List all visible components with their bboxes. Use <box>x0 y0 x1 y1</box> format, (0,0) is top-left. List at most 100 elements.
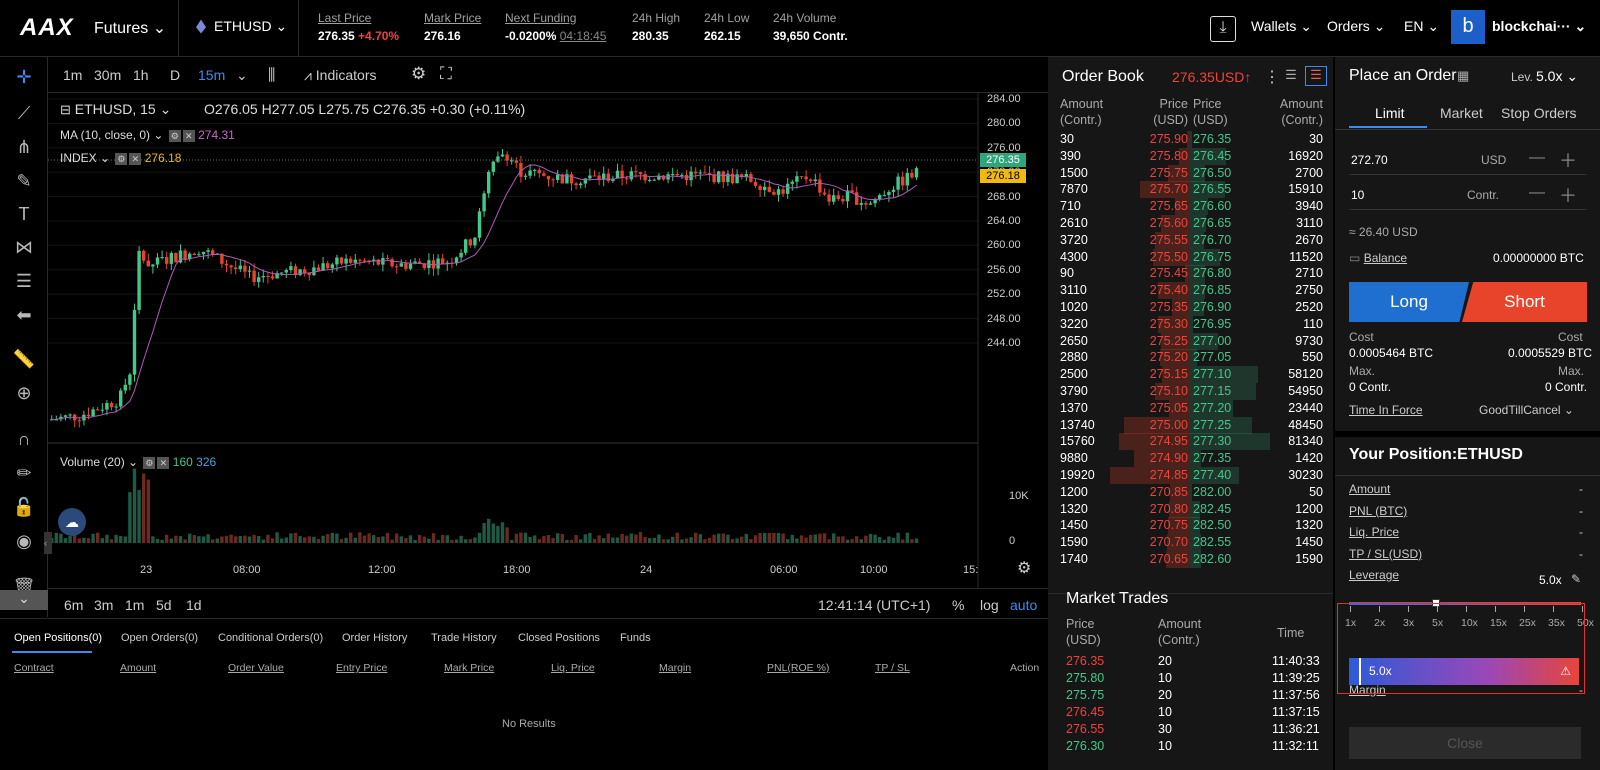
zoom-in-icon[interactable]: ⊕ <box>16 383 32 403</box>
long-button[interactable]: Long <box>1349 282 1469 322</box>
calculator-icon[interactable]: ▦ <box>1457 68 1470 83</box>
log-toggle[interactable]: log <box>980 597 999 613</box>
tab-open-orders[interactable]: Open Orders(0) <box>121 632 199 644</box>
more-options-icon[interactable]: ⋮ <box>1264 69 1280 86</box>
order-book-row[interactable]: 1320 270.80 282.45 1200 <box>1048 500 1333 518</box>
order-book-row[interactable]: 19920 274.85 277.40 30230 <box>1048 467 1333 484</box>
wallets-menu[interactable]: Wallets ⌄ <box>1251 18 1312 34</box>
order-book-row[interactable]: 7870 275.70 276.55 15910 <box>1048 181 1333 199</box>
order-book-row[interactable]: 2650 275.25 277.00 9730 <box>1048 332 1333 350</box>
tab-trade-history[interactable]: Trade History <box>431 632 497 644</box>
short-button[interactable]: Short <box>1462 282 1587 322</box>
auto-toggle[interactable]: auto <box>1010 597 1038 613</box>
arrow-left-icon[interactable]: ⬅ <box>16 305 32 325</box>
order-book-row[interactable]: 2500 275.15 277.10 58120 <box>1048 366 1333 384</box>
order-book-row[interactable]: 1370 275.05 277.20 23440 <box>1048 399 1333 417</box>
order-book-row[interactable]: 1020 275.35 276.90 2520 <box>1048 299 1333 316</box>
edit-leverage-icon[interactable]: ✎ <box>1571 572 1582 586</box>
col-margin[interactable]: Margin <box>659 662 692 674</box>
qty-plus-icon[interactable]: ＋ <box>1559 186 1577 206</box>
price-plus-icon[interactable]: ＋ <box>1559 151 1577 171</box>
measure-lines-icon[interactable]: ☰ <box>15 271 33 291</box>
range-3m[interactable]: 3m <box>94 597 114 613</box>
range-6m[interactable]: 6m <box>64 597 84 613</box>
unlock-icon[interactable]: 🔓 <box>12 497 36 517</box>
tab-order-history[interactable]: Order History <box>342 632 408 644</box>
order-book-row[interactable]: 3720 275.55 276.70 2670 <box>1048 231 1333 249</box>
fib-icon[interactable]: ⋔ <box>16 137 32 157</box>
order-book-row[interactable]: 2880 275.20 277.05 550 <box>1048 349 1333 367</box>
tab-stop-orders[interactable]: Stop Orders <box>1501 105 1577 121</box>
trendline-icon[interactable]: ⟋ <box>17 103 31 123</box>
aax-logo[interactable]: AAX <box>20 14 74 41</box>
collapse-left-icon[interactable]: ‹ <box>44 532 52 554</box>
user-menu[interactable]: blockchai··· ⌄ <box>1492 18 1587 34</box>
indicators-button[interactable]: ⩘ Indicators <box>304 67 377 83</box>
lev-tick-label[interactable]: 25x <box>1519 617 1536 629</box>
lock-draw-icon[interactable]: ✏ <box>16 463 32 483</box>
tab-limit[interactable]: Limit <box>1375 105 1405 121</box>
magnet-icon[interactable]: ∩ <box>17 429 31 449</box>
symbol-selector[interactable]: ETHUSD ⌄ <box>196 18 287 35</box>
index-legend[interactable]: INDEX ⌄ ⚙ ✕ 276.18 <box>60 151 182 165</box>
balance-label[interactable]: ▭ Balance <box>1349 251 1408 265</box>
axis-settings-icon[interactable]: ⚙ <box>1017 560 1032 577</box>
range-1d[interactable]: 1d <box>186 597 202 613</box>
price-input[interactable]: 272.70 USD — ＋ <box>1349 143 1587 175</box>
order-book-row[interactable]: 2610 275.60 276.65 3110 <box>1048 215 1333 232</box>
tab-open-positions[interactable]: Open Positions(0) <box>14 632 103 644</box>
leverage-bar[interactable]: 5.0x ⚠ <box>1349 658 1579 685</box>
col-order-value[interactable]: Order Value <box>228 662 284 674</box>
chart-symbol-legend[interactable]: ⊟ ETHUSD, 15 ⌄ <box>60 101 172 117</box>
lev-tick-label[interactable]: 15x <box>1490 617 1507 629</box>
order-book-row[interactable]: 710 275.65 276.60 3940 <box>1048 198 1333 216</box>
order-book-row[interactable]: 90 275.45 276.80 2710 <box>1048 265 1333 283</box>
order-book-row[interactable]: 3790 275.10 277.15 54950 <box>1048 383 1333 400</box>
qty-minus-icon[interactable]: — <box>1529 184 1545 201</box>
fullscreen-icon[interactable]: ⛶ <box>440 64 452 83</box>
tif-dropdown[interactable]: GoodTillCancel ⌄ <box>1479 403 1574 417</box>
book-view-split-icon[interactable]: ☰ <box>1285 67 1297 82</box>
order-book-row[interactable]: 3110 275.40 276.85 2750 <box>1048 282 1333 300</box>
price-minus-icon[interactable]: — <box>1529 149 1545 166</box>
candle-type-icon[interactable]: ⫼ <box>268 67 276 84</box>
range-1m[interactable]: 1m <box>125 597 145 613</box>
collapse-toolbar-icon[interactable]: ⌄ <box>0 590 48 610</box>
lev-tick-label[interactable]: 1x <box>1345 617 1357 629</box>
order-book-row[interactable]: 13740 275.00 277.25 48450 <box>1048 416 1333 434</box>
order-book-row[interactable]: 3220 275.30 276.95 110 <box>1048 315 1333 333</box>
col-liq-price[interactable]: Liq. Price <box>551 662 595 674</box>
close-position-button[interactable]: Close <box>1349 727 1581 759</box>
quantity-input[interactable]: 10 Contr. — ＋ <box>1349 178 1587 210</box>
col-mark-price[interactable]: Mark Price <box>444 662 495 674</box>
brush-icon[interactable]: ✎ <box>16 171 32 191</box>
tab-closed-positions[interactable]: Closed Positions <box>518 632 600 644</box>
interval-1h[interactable]: 1h <box>133 67 149 83</box>
book-view-side-icon[interactable]: ☰ <box>1305 66 1327 86</box>
col-contract[interactable]: Contract <box>14 662 54 674</box>
lev-tick-label[interactable]: 50x <box>1577 617 1594 629</box>
tab-funds[interactable]: Funds <box>620 632 651 644</box>
volume-legend[interactable]: Volume (20) ⌄ ⚙ ✕ 160 326 <box>60 455 217 469</box>
interval-d[interactable]: D <box>170 67 181 83</box>
tab-conditional-orders[interactable]: Conditional Orders(0) <box>218 632 324 644</box>
lev-tick-label[interactable]: 5x <box>1432 617 1444 629</box>
download-icon[interactable]: ⤓ <box>1210 16 1236 42</box>
settings-gear-icon[interactable]: ⚙ <box>411 64 427 83</box>
order-book-row[interactable]: 1740 270.65 282.60 1590 <box>1048 551 1333 568</box>
order-book-row[interactable]: 390 275.80 276.45 16920 <box>1048 147 1333 165</box>
interval-dropdown-icon[interactable]: ⌄ <box>236 67 248 83</box>
language-menu[interactable]: EN ⌄ <box>1404 18 1440 34</box>
order-book-row[interactable]: 1500 275.75 276.50 2700 <box>1048 164 1333 182</box>
futures-dropdown[interactable]: Futures ⌄ <box>94 20 167 37</box>
interval-30m[interactable]: 30m <box>94 67 122 83</box>
lev-dropdown[interactable]: 5.0x ⌄ <box>1536 68 1579 84</box>
avatar[interactable]: b <box>1451 10 1485 44</box>
orders-menu[interactable]: Orders ⌄ <box>1327 18 1386 34</box>
order-book-row[interactable]: 4300 275.50 276.75 11520 <box>1048 248 1333 266</box>
col-entry-price[interactable]: Entry Price <box>336 662 388 674</box>
lev-tick-label[interactable]: 2x <box>1374 617 1386 629</box>
interval-15m[interactable]: 15m <box>198 67 226 83</box>
crosshair-icon[interactable]: ✛ <box>16 67 32 87</box>
order-book-row[interactable]: 1590 270.70 282.55 1450 <box>1048 534 1333 552</box>
